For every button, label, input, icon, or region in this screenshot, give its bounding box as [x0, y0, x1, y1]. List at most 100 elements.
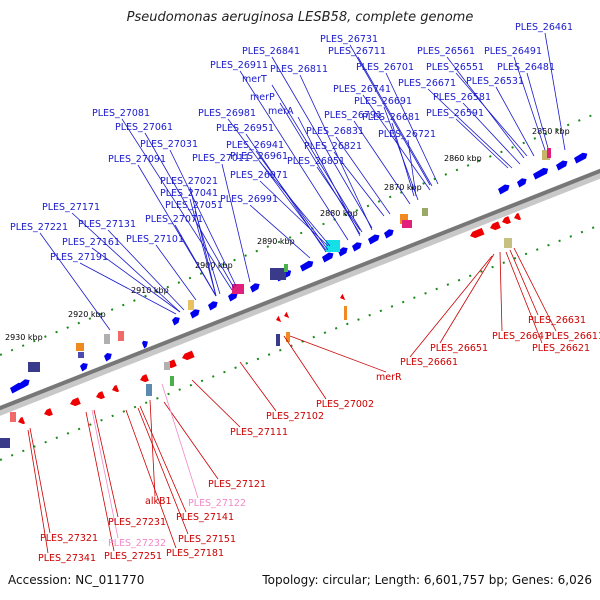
forward-gene-label: PLES_27131	[78, 219, 136, 230]
forward-leader-line	[513, 56, 546, 151]
forward-gene-label: PLES_26721	[378, 129, 436, 140]
forward-gene-label: PLES_26461	[515, 22, 573, 33]
forward-gene-label: PLES_27221	[10, 222, 68, 233]
forward-leader-line	[155, 244, 197, 301]
feature-box	[344, 306, 347, 320]
forward-leader-line	[544, 32, 566, 151]
forward-gene	[322, 252, 334, 263]
forward-gene-label: PLES_26791	[324, 110, 382, 121]
forward-gene-label: PLES_27041	[160, 188, 218, 199]
forward-leader-line	[271, 84, 363, 233]
reverse-leader-line	[509, 249, 539, 316]
tick-label: 2890 kbp	[257, 237, 295, 246]
reverse-gene-label: alkB1	[145, 496, 172, 507]
backbone-shadow	[0, 169, 600, 416]
forward-leader-line	[333, 151, 385, 217]
forward-gene	[142, 340, 148, 349]
forward-gene-label: merP	[250, 92, 275, 103]
forward-gene-label: PLES_26561	[417, 46, 475, 57]
reverse-leader-line	[289, 335, 387, 373]
reverse-leader-line	[499, 251, 503, 332]
forward-leader-line	[357, 56, 433, 187]
forward-gene-label: PLES_26671	[398, 78, 456, 89]
feature-box	[232, 284, 244, 294]
forward-leader-line	[271, 56, 373, 229]
reverse-leader-line	[149, 399, 156, 497]
feature-box	[76, 343, 84, 351]
forward-gene-label: merT	[242, 74, 267, 85]
reverse-gene-label: PLES_27002	[316, 399, 374, 410]
forward-gene-label: PLES_27161	[62, 237, 120, 248]
forward-leader-line	[353, 120, 411, 205]
feature-box	[276, 334, 280, 346]
forward-gene	[20, 379, 30, 389]
forward-leader-line	[495, 86, 535, 157]
forward-leader-line	[91, 247, 181, 313]
pseudogene-leader-line	[91, 409, 119, 539]
reverse-gene	[182, 350, 195, 361]
forward-leader-line	[362, 94, 431, 191]
reverse-leader-line	[283, 335, 327, 400]
forward-leader-line	[391, 122, 415, 197]
forward-leader-line	[79, 262, 177, 315]
reverse-gene-label: PLES_26661	[400, 357, 458, 368]
reverse-gene	[276, 315, 282, 323]
forward-gene-label: PLES_26821	[304, 141, 362, 152]
forward-gene-label: PLES_26831	[306, 126, 364, 137]
forward-gene-label: PLES_26811	[270, 64, 328, 75]
forward-gene	[10, 382, 24, 394]
forward-gene-label: PLES_26961	[230, 151, 288, 162]
feature-box	[164, 362, 170, 370]
forward-gene	[80, 362, 88, 372]
feature-box	[10, 412, 16, 422]
forward-gene	[517, 178, 527, 188]
forward-gene-label: PLES_27031	[140, 139, 198, 150]
reverse-gene-label: PLES_26611	[546, 331, 600, 342]
feature-box	[118, 331, 124, 341]
forward-leader-line	[169, 149, 237, 287]
reverse-gene-label: PLES_27141	[176, 512, 234, 523]
feature-box	[0, 438, 10, 448]
reverse-gene	[502, 216, 511, 225]
feature-box	[547, 148, 551, 158]
forward-leader-line	[121, 118, 233, 291]
accession-text: Accession: NC_011770	[8, 573, 145, 587]
forward-gene	[190, 309, 200, 319]
feature-box	[78, 352, 84, 358]
forward-leader-line	[249, 204, 311, 259]
forward-gene	[104, 352, 112, 362]
reverse-gene-label: PLES_27121	[208, 479, 266, 490]
forward-gene	[208, 301, 218, 311]
forward-gene	[338, 247, 348, 257]
feature-box	[28, 362, 40, 372]
forward-leader-line	[299, 74, 373, 231]
feature-box	[542, 150, 550, 160]
tick-label: 2870 kbp	[384, 183, 422, 192]
forward-leader-line	[107, 229, 185, 311]
reverse-gene	[140, 374, 149, 383]
forward-gene	[228, 292, 238, 302]
reverse-leader-line	[139, 405, 187, 513]
reverse-gene	[514, 212, 522, 221]
forward-gene-label: PLES_26591	[426, 108, 484, 119]
forward-leader-line	[39, 232, 111, 331]
forward-leader-line	[221, 163, 251, 283]
forward-gene	[300, 260, 314, 272]
reverse-gene	[470, 227, 485, 239]
forward-gene	[352, 242, 362, 252]
forward-gene-label: PLES_27081	[92, 108, 150, 119]
forward-leader-line	[526, 72, 549, 149]
forward-gene-label: PLES_27061	[115, 122, 173, 133]
reverse-gene-label: PLES_27231	[108, 517, 166, 528]
tick-label: 2850 kbp	[532, 127, 570, 136]
forward-gene	[368, 234, 380, 245]
forward-gene-label: PLES_27101	[126, 234, 184, 245]
forward-gene-label: PLES_27011	[192, 153, 250, 164]
reverse-gene	[340, 293, 346, 301]
reverse-gene-label: PLES_27321	[40, 533, 98, 544]
forward-gene	[384, 229, 394, 239]
forward-leader-line	[189, 186, 217, 297]
feature-box	[170, 376, 174, 386]
forward-leader-line	[385, 72, 439, 185]
forward-gene-label: PLES_26491	[484, 46, 542, 57]
